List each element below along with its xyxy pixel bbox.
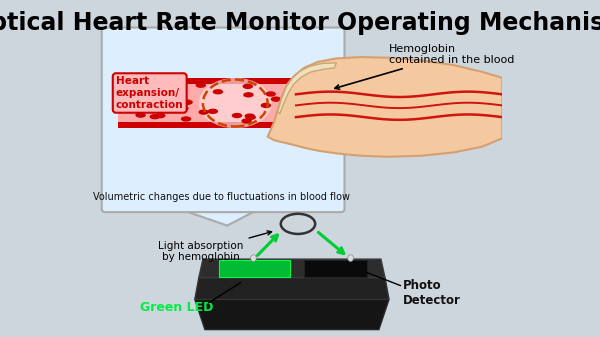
Ellipse shape xyxy=(251,255,256,262)
Ellipse shape xyxy=(159,100,169,105)
Polygon shape xyxy=(268,57,502,157)
Polygon shape xyxy=(195,299,389,330)
Ellipse shape xyxy=(321,90,331,95)
Ellipse shape xyxy=(241,118,252,124)
Ellipse shape xyxy=(245,115,256,120)
Ellipse shape xyxy=(199,78,272,128)
Ellipse shape xyxy=(196,83,206,88)
Ellipse shape xyxy=(292,112,302,117)
Ellipse shape xyxy=(155,113,166,118)
Ellipse shape xyxy=(146,88,157,94)
Ellipse shape xyxy=(133,81,143,87)
Ellipse shape xyxy=(182,99,193,105)
Ellipse shape xyxy=(121,82,131,87)
Ellipse shape xyxy=(178,106,188,111)
Ellipse shape xyxy=(320,88,331,94)
Polygon shape xyxy=(199,259,385,278)
Text: Green LED: Green LED xyxy=(140,301,213,314)
Ellipse shape xyxy=(232,113,242,118)
Ellipse shape xyxy=(291,106,302,112)
FancyBboxPatch shape xyxy=(102,28,344,212)
Bar xyxy=(118,78,337,128)
Ellipse shape xyxy=(212,89,223,94)
Text: Photo
Detector: Photo Detector xyxy=(403,279,461,307)
Ellipse shape xyxy=(124,84,134,90)
Ellipse shape xyxy=(242,84,253,89)
Text: Volumetric changes due to fluctuations in blood flow: Volumetric changes due to fluctuations i… xyxy=(92,192,350,202)
Ellipse shape xyxy=(208,109,218,114)
Polygon shape xyxy=(179,209,260,225)
Ellipse shape xyxy=(118,88,128,93)
Ellipse shape xyxy=(142,100,153,106)
Bar xyxy=(304,261,367,277)
Ellipse shape xyxy=(245,114,255,119)
Ellipse shape xyxy=(260,103,271,108)
Bar xyxy=(219,261,290,277)
Bar xyxy=(118,78,337,84)
Bar xyxy=(118,122,337,128)
Ellipse shape xyxy=(136,113,146,118)
Polygon shape xyxy=(195,278,389,299)
Ellipse shape xyxy=(265,91,276,97)
Text: Light absorption
by hemoglobin: Light absorption by hemoglobin xyxy=(158,231,272,262)
Ellipse shape xyxy=(130,83,141,88)
Ellipse shape xyxy=(126,107,137,113)
Ellipse shape xyxy=(279,112,290,118)
Polygon shape xyxy=(278,63,337,114)
Ellipse shape xyxy=(181,116,191,122)
Ellipse shape xyxy=(243,92,254,97)
Ellipse shape xyxy=(271,96,281,102)
Text: Hemoglobin
contained in the blood: Hemoglobin contained in the blood xyxy=(335,43,514,89)
Text: Optical Heart Rate Monitor Operating Mechanism: Optical Heart Rate Monitor Operating Mec… xyxy=(0,11,600,35)
Ellipse shape xyxy=(129,86,139,91)
Ellipse shape xyxy=(348,255,353,262)
Ellipse shape xyxy=(181,99,191,105)
Ellipse shape xyxy=(149,114,160,119)
Text: Heart
expansion/
contraction: Heart expansion/ contraction xyxy=(116,76,184,110)
Ellipse shape xyxy=(314,85,325,90)
Ellipse shape xyxy=(176,99,187,104)
Ellipse shape xyxy=(171,94,182,99)
Ellipse shape xyxy=(199,110,209,115)
